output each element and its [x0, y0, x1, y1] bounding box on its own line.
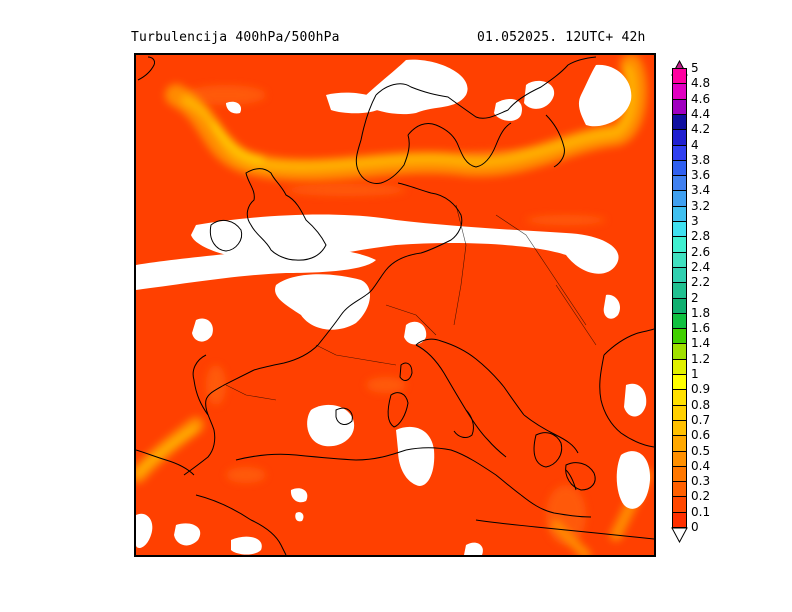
legend-swatch	[672, 144, 687, 161]
legend-label: 0.7	[691, 412, 711, 427]
legend-swatch	[672, 343, 687, 360]
legend-label: 3.8	[691, 152, 711, 167]
legend-swatch	[672, 374, 687, 391]
legend-swatch	[672, 251, 687, 268]
legend-label: 0.1	[691, 504, 711, 519]
legend-swatch	[672, 221, 687, 238]
legend-swatch	[672, 358, 687, 375]
map-panel	[134, 53, 656, 557]
legend-label: 2	[691, 290, 699, 305]
legend-label: 4.8	[691, 76, 711, 91]
legend-swatch	[672, 496, 687, 513]
legend-label: 2.2	[691, 275, 711, 290]
legend-swatch	[672, 175, 687, 192]
legend-swatch	[672, 404, 687, 421]
legend-swatch	[672, 282, 687, 299]
legend-swatch	[672, 511, 687, 528]
color-legend: 5 4.8 4.6 4.4 4.2 4 3.8 3.6 3.4 3.2 3 2.8 2.6 2.4 2.2 2…	[670, 60, 780, 550]
legend-label: 2.8	[691, 229, 711, 244]
legend-label: 2.6	[691, 244, 711, 259]
legend-label: 0.9	[691, 382, 711, 397]
legend-label: 1.6	[691, 321, 711, 336]
legend-swatch	[672, 190, 687, 207]
legend-swatch	[672, 481, 687, 498]
legend-label: 0	[691, 520, 699, 534]
legend-label: 3.4	[691, 183, 711, 198]
legend-bottom-arrow	[671, 527, 688, 543]
legend-label: 0.5	[691, 443, 711, 458]
legend-label: 1.2	[691, 351, 711, 366]
legend-swatch	[672, 328, 687, 345]
legend-label: 0.3	[691, 474, 711, 489]
turbulence-map	[136, 55, 654, 555]
legend-swatch	[672, 159, 687, 177]
legend-swatch	[672, 205, 687, 222]
legend-swatch	[672, 297, 687, 314]
legend-label: 4	[691, 137, 699, 152]
legend-swatch	[672, 98, 687, 115]
legend-label: 3.6	[691, 168, 711, 183]
legend-swatch	[672, 83, 687, 100]
legend-label: 3.2	[691, 198, 711, 213]
legend-swatch	[672, 450, 687, 467]
coastlines	[136, 56, 654, 555]
legend-label: 0.6	[691, 428, 711, 443]
legend-label: 4.2	[691, 122, 711, 137]
map-title-right: 01.052025. 12UTC+ 42h	[477, 30, 646, 45]
missing-data-regions	[136, 59, 651, 555]
legend-label: 1	[691, 367, 699, 381]
legend-swatch	[672, 419, 687, 437]
legend-label: 0.4	[691, 458, 711, 473]
legend-label: 3	[691, 214, 699, 228]
legend-label: 0.8	[691, 397, 711, 412]
field-jet-band	[136, 55, 652, 555]
legend-swatch	[672, 435, 687, 452]
legend-swatch	[672, 266, 687, 284]
legend-label: 4.6	[691, 91, 711, 106]
map-title-left: Turbulencija 400hPa/500hPa	[131, 30, 340, 45]
country-borders	[225, 204, 597, 401]
legend-swatch	[672, 312, 687, 330]
legend-swatch	[672, 389, 687, 406]
legend-label: 1.4	[691, 336, 711, 351]
legend-label: 4.4	[691, 106, 711, 121]
legend-label: 5	[691, 61, 699, 75]
legend-swatch	[672, 68, 687, 85]
legend-swatch	[672, 236, 687, 253]
legend-swatch	[672, 113, 687, 131]
legend-label: 1.8	[691, 305, 711, 320]
legend-swatch	[672, 129, 687, 146]
legend-swatch	[672, 465, 687, 483]
legend-label: 0.2	[691, 489, 711, 504]
legend-label: 2.4	[691, 259, 711, 274]
